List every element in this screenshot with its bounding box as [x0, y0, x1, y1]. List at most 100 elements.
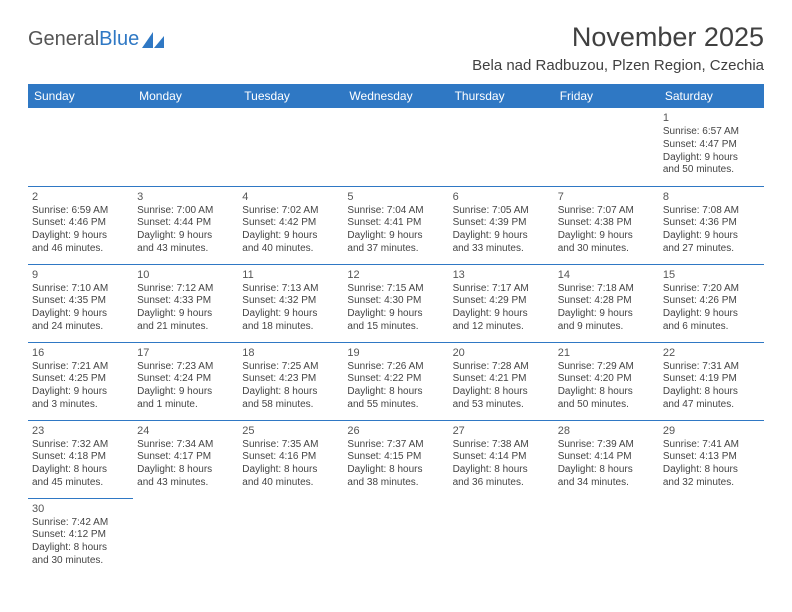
- calendar-day: 22Sunrise: 7:31 AMSunset: 4:19 PMDayligh…: [659, 342, 764, 420]
- sunrise-text: Sunrise: 6:59 AM: [32, 205, 129, 218]
- sunrise-text: Sunrise: 7:37 AM: [347, 439, 444, 452]
- sunset-text: Sunset: 4:26 PM: [663, 295, 760, 308]
- calendar-day: 19Sunrise: 7:26 AMSunset: 4:22 PMDayligh…: [343, 342, 448, 420]
- daylight-text: Daylight: 9 hours: [663, 230, 760, 243]
- sunrise-text: Sunrise: 7:29 AM: [558, 361, 655, 374]
- daylight-text: and 47 minutes.: [663, 399, 760, 412]
- title-block: November 2025 Bela nad Radbuzou, Plzen R…: [472, 22, 764, 74]
- weekday-header: Monday: [133, 84, 238, 108]
- sunrise-text: Sunrise: 7:32 AM: [32, 439, 129, 452]
- daylight-text: Daylight: 9 hours: [242, 230, 339, 243]
- daylight-text: Daylight: 8 hours: [32, 542, 129, 555]
- sunrise-text: Sunrise: 7:26 AM: [347, 361, 444, 374]
- sunrise-text: Sunrise: 7:23 AM: [137, 361, 234, 374]
- daylight-text: and 6 minutes.: [663, 321, 760, 334]
- sunset-text: Sunset: 4:17 PM: [137, 451, 234, 464]
- calendar-empty: [554, 498, 659, 576]
- daylight-text: and 34 minutes.: [558, 477, 655, 490]
- sunrise-text: Sunrise: 7:05 AM: [453, 205, 550, 218]
- calendar-table: SundayMondayTuesdayWednesdayThursdayFrid…: [28, 84, 764, 576]
- calendar-day: 25Sunrise: 7:35 AMSunset: 4:16 PMDayligh…: [238, 420, 343, 498]
- sunrise-text: Sunrise: 7:02 AM: [242, 205, 339, 218]
- sail-icon: [142, 32, 164, 48]
- calendar-week: 23Sunrise: 7:32 AMSunset: 4:18 PMDayligh…: [28, 420, 764, 498]
- day-number: 3: [137, 190, 234, 204]
- day-number: 16: [32, 346, 129, 360]
- daylight-text: Daylight: 8 hours: [242, 464, 339, 477]
- sunrise-text: Sunrise: 7:10 AM: [32, 283, 129, 296]
- sunrise-text: Sunrise: 7:08 AM: [663, 205, 760, 218]
- daylight-text: and 36 minutes.: [453, 477, 550, 490]
- day-number: 7: [558, 190, 655, 204]
- day-number: 14: [558, 268, 655, 282]
- daylight-text: and 55 minutes.: [347, 399, 444, 412]
- calendar-day: 11Sunrise: 7:13 AMSunset: 4:32 PMDayligh…: [238, 264, 343, 342]
- daylight-text: Daylight: 9 hours: [347, 308, 444, 321]
- day-number: 9: [32, 268, 129, 282]
- brand-part1: General: [28, 28, 99, 51]
- daylight-text: Daylight: 8 hours: [32, 464, 129, 477]
- sunset-text: Sunset: 4:29 PM: [453, 295, 550, 308]
- day-number: 17: [137, 346, 234, 360]
- calendar-day: 18Sunrise: 7:25 AMSunset: 4:23 PMDayligh…: [238, 342, 343, 420]
- day-number: 20: [453, 346, 550, 360]
- sunset-text: Sunset: 4:22 PM: [347, 373, 444, 386]
- calendar-week: 9Sunrise: 7:10 AMSunset: 4:35 PMDaylight…: [28, 264, 764, 342]
- calendar-page: GeneralBlue November 2025 Bela nad Radbu…: [0, 0, 792, 588]
- daylight-text: and 24 minutes.: [32, 321, 129, 334]
- calendar-day: 7Sunrise: 7:07 AMSunset: 4:38 PMDaylight…: [554, 186, 659, 264]
- day-number: 5: [347, 190, 444, 204]
- sunrise-text: Sunrise: 6:57 AM: [663, 126, 760, 139]
- sunrise-text: Sunrise: 7:34 AM: [137, 439, 234, 452]
- daylight-text: Daylight: 9 hours: [347, 230, 444, 243]
- calendar-day: 13Sunrise: 7:17 AMSunset: 4:29 PMDayligh…: [449, 264, 554, 342]
- sunrise-text: Sunrise: 7:04 AM: [347, 205, 444, 218]
- day-number: 15: [663, 268, 760, 282]
- calendar-day: 1Sunrise: 6:57 AMSunset: 4:47 PMDaylight…: [659, 108, 764, 186]
- sunset-text: Sunset: 4:23 PM: [242, 373, 339, 386]
- sunset-text: Sunset: 4:20 PM: [558, 373, 655, 386]
- daylight-text: and 50 minutes.: [663, 164, 760, 177]
- calendar-day: 12Sunrise: 7:15 AMSunset: 4:30 PMDayligh…: [343, 264, 448, 342]
- sunset-text: Sunset: 4:19 PM: [663, 373, 760, 386]
- daylight-text: and 9 minutes.: [558, 321, 655, 334]
- sunset-text: Sunset: 4:30 PM: [347, 295, 444, 308]
- sunrise-text: Sunrise: 7:41 AM: [663, 439, 760, 452]
- sunrise-text: Sunrise: 7:17 AM: [453, 283, 550, 296]
- calendar-day: 30Sunrise: 7:42 AMSunset: 4:12 PMDayligh…: [28, 498, 133, 576]
- daylight-text: Daylight: 9 hours: [558, 230, 655, 243]
- day-number: 21: [558, 346, 655, 360]
- calendar-empty: [449, 108, 554, 186]
- calendar-day: 10Sunrise: 7:12 AMSunset: 4:33 PMDayligh…: [133, 264, 238, 342]
- calendar-day: 8Sunrise: 7:08 AMSunset: 4:36 PMDaylight…: [659, 186, 764, 264]
- day-number: 13: [453, 268, 550, 282]
- sunset-text: Sunset: 4:21 PM: [453, 373, 550, 386]
- daylight-text: and 30 minutes.: [558, 243, 655, 256]
- sunset-text: Sunset: 4:12 PM: [32, 529, 129, 542]
- sunrise-text: Sunrise: 7:38 AM: [453, 439, 550, 452]
- sunset-text: Sunset: 4:38 PM: [558, 217, 655, 230]
- daylight-text: and 43 minutes.: [137, 477, 234, 490]
- calendar-empty: [343, 108, 448, 186]
- calendar-empty: [343, 498, 448, 576]
- sunset-text: Sunset: 4:46 PM: [32, 217, 129, 230]
- day-number: 27: [453, 424, 550, 438]
- daylight-text: and 15 minutes.: [347, 321, 444, 334]
- daylight-text: Daylight: 9 hours: [242, 308, 339, 321]
- day-number: 19: [347, 346, 444, 360]
- daylight-text: Daylight: 9 hours: [137, 230, 234, 243]
- sunset-text: Sunset: 4:44 PM: [137, 217, 234, 230]
- daylight-text: Daylight: 8 hours: [453, 464, 550, 477]
- calendar-day: 4Sunrise: 7:02 AMSunset: 4:42 PMDaylight…: [238, 186, 343, 264]
- sunset-text: Sunset: 4:28 PM: [558, 295, 655, 308]
- day-number: 30: [32, 502, 129, 516]
- sunset-text: Sunset: 4:24 PM: [137, 373, 234, 386]
- sunrise-text: Sunrise: 7:07 AM: [558, 205, 655, 218]
- daylight-text: Daylight: 9 hours: [453, 308, 550, 321]
- sunset-text: Sunset: 4:13 PM: [663, 451, 760, 464]
- calendar-body: 1Sunrise: 6:57 AMSunset: 4:47 PMDaylight…: [28, 108, 764, 576]
- brand-part2: Blue: [99, 28, 139, 51]
- sunset-text: Sunset: 4:33 PM: [137, 295, 234, 308]
- sunrise-text: Sunrise: 7:15 AM: [347, 283, 444, 296]
- day-number: 10: [137, 268, 234, 282]
